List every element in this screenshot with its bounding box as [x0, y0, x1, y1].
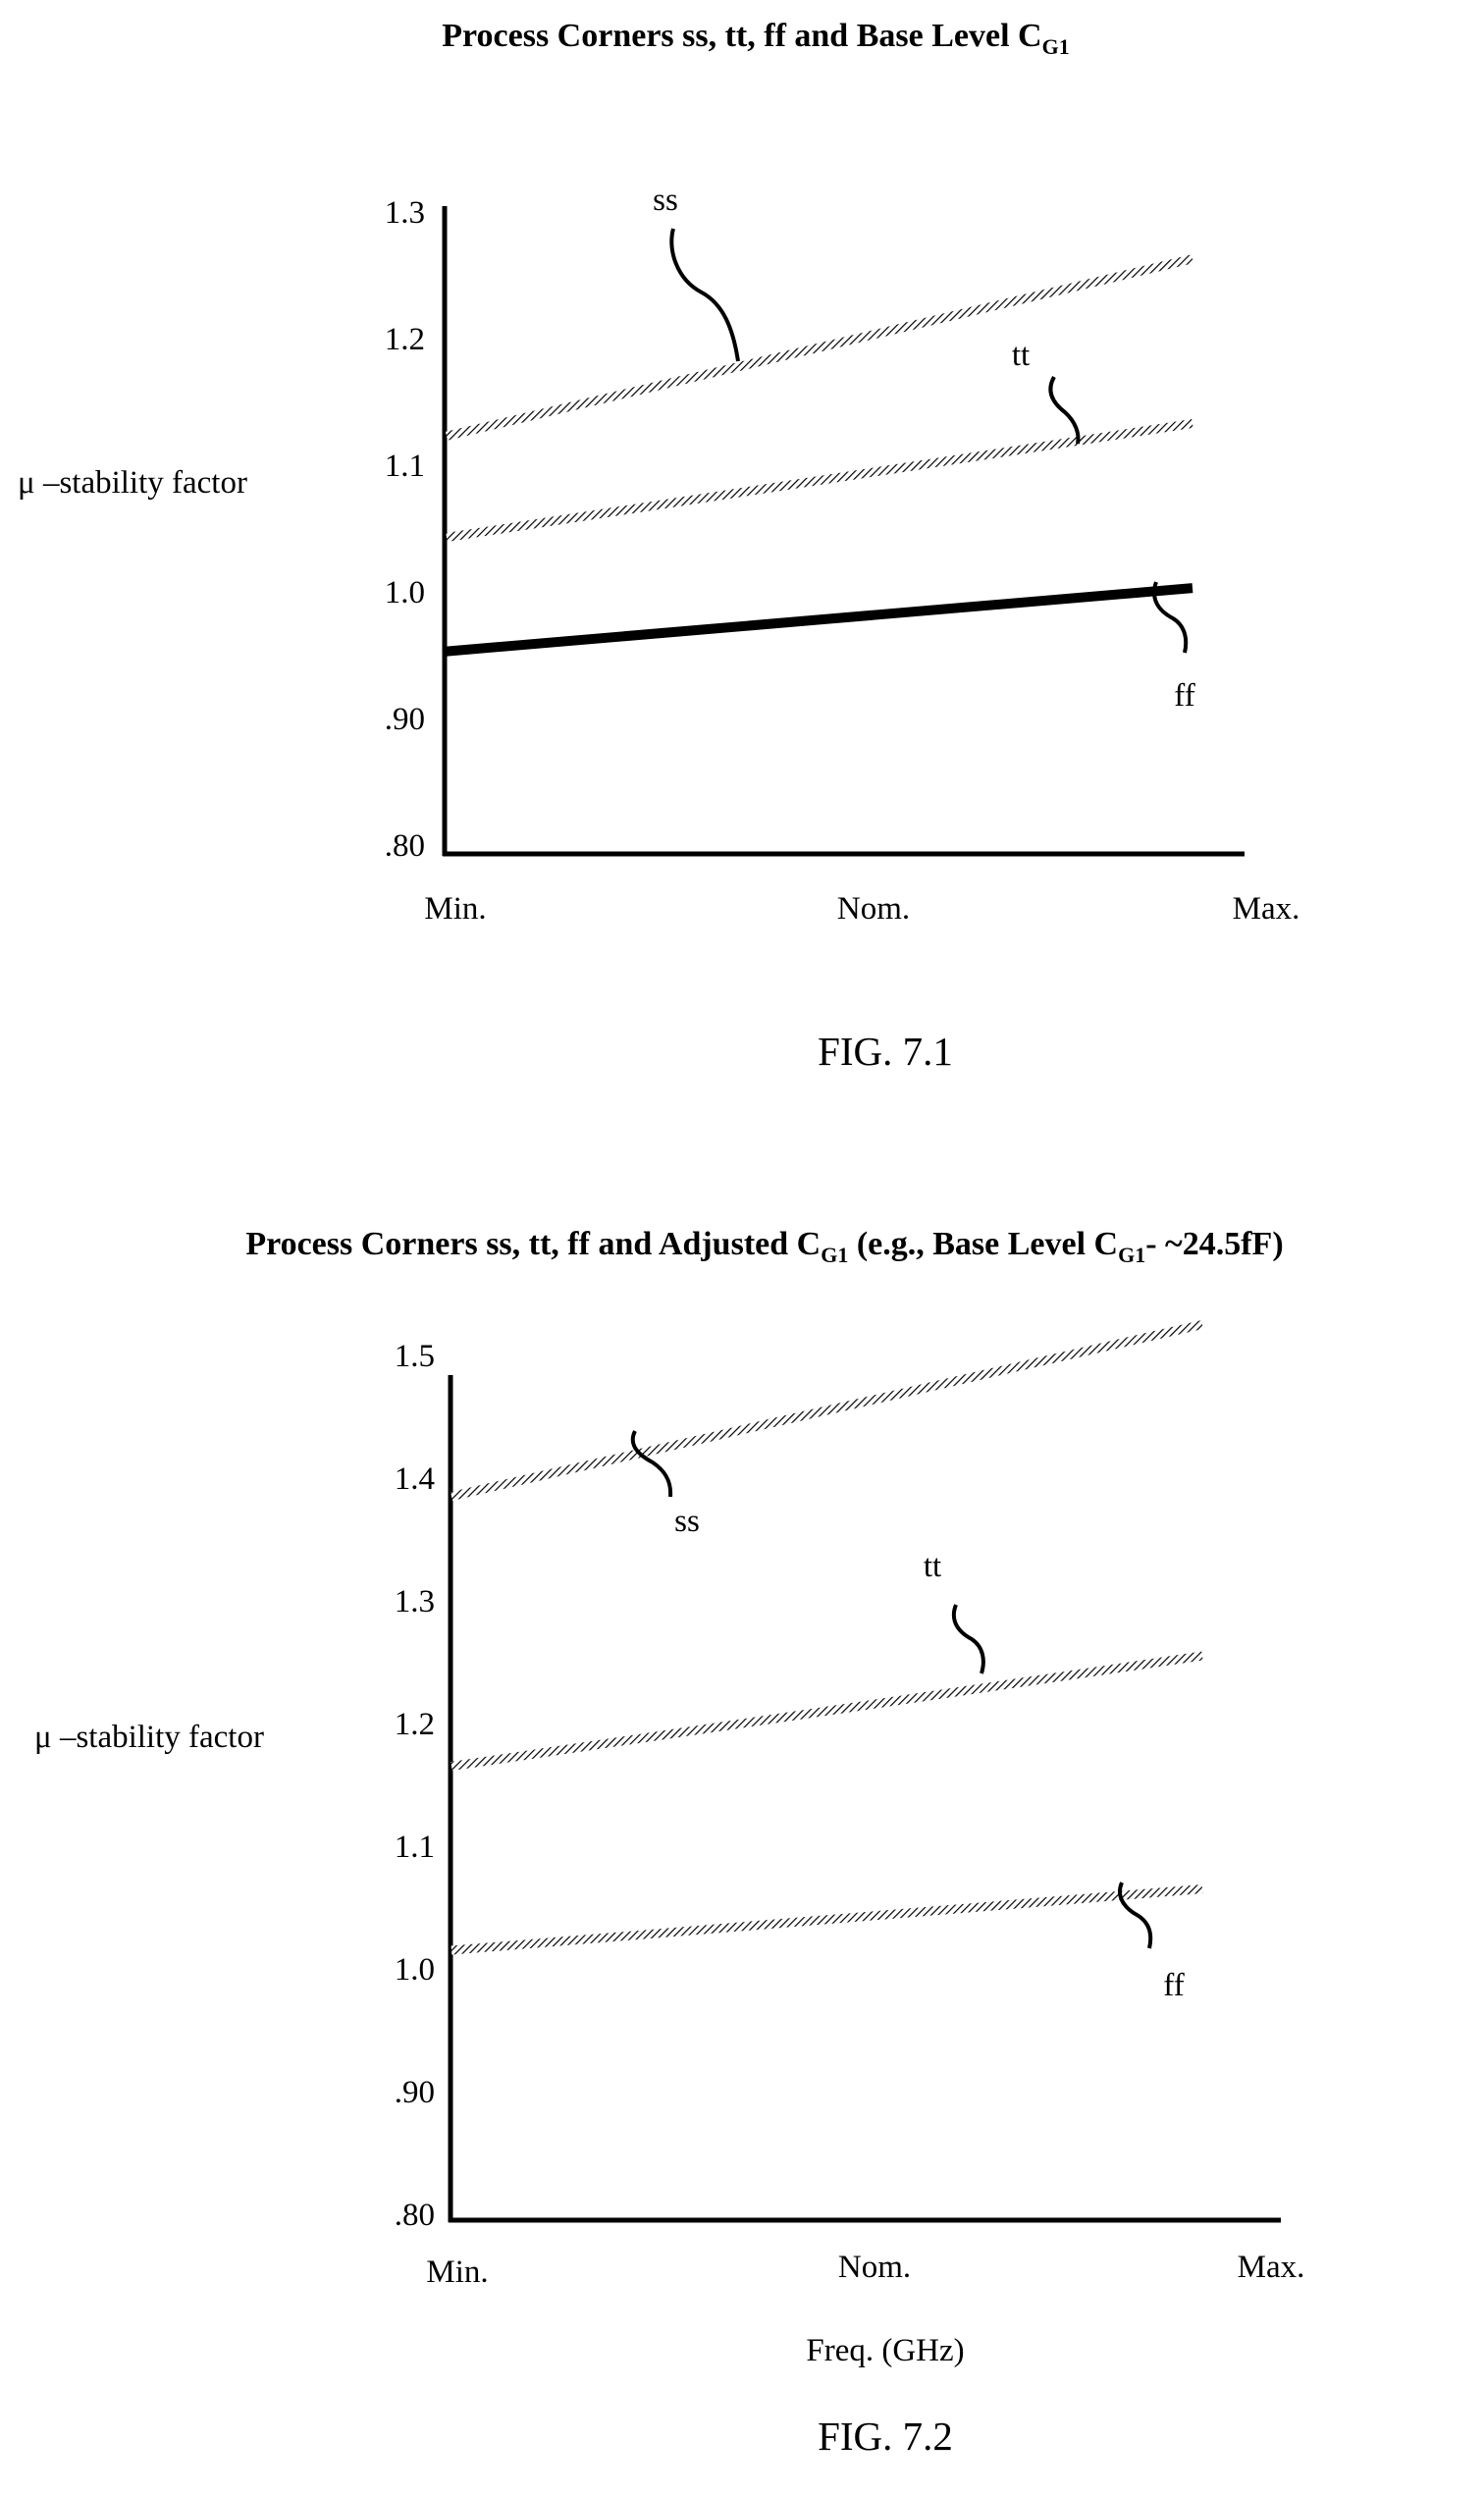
chart-7-1-x-tick: Min.	[424, 891, 486, 927]
series-line-ss	[450, 1320, 1204, 1501]
chart-7-2-leader-ss	[630, 1430, 673, 1498]
chart-7-1-y-tick: 1.0	[385, 575, 425, 610]
chart-7-1-label-ss: ss	[653, 183, 678, 218]
chart-7-2-leader-ff	[1118, 1882, 1153, 1949]
chart-7-1-x-tick: Nom.	[837, 891, 910, 927]
chart-7-2-label-ss: ss	[674, 1504, 700, 1539]
chart-7-2-x-tick: Nom.	[838, 2250, 911, 2285]
chart-7-2-title: Process Corners ss, tt, ff and Adjusted …	[245, 1226, 1283, 1267]
chart-7-2-y-tick: .80	[395, 2198, 435, 2233]
chart-7-1-figure-label: FIG. 7.1	[818, 1029, 953, 1074]
chart-7-1-label-tt: tt	[1012, 338, 1030, 373]
chart-7-2-x-tick: Max.	[1238, 2250, 1305, 2285]
chart-7-1: Process Corners ss, tt, ff and Base Leve…	[18, 18, 1299, 1074]
chart-7-2: Process Corners ss, tt, ff and Adjusted …	[34, 1226, 1304, 2459]
chart-7-2-label-tt: tt	[924, 1549, 941, 1584]
chart-7-1-y-tick: 1.3	[385, 195, 425, 231]
chart-7-2-y-tick: 1.2	[395, 1707, 435, 1742]
chart-7-2-leader-tt	[951, 1604, 985, 1674]
series-line-ss	[445, 254, 1194, 441]
series-line-ff	[446, 583, 1193, 657]
chart-7-1-x-tick: Max.	[1233, 891, 1300, 927]
chart-7-2-figure-label: FIG. 7.2	[818, 2414, 953, 2459]
chart-7-2-y-tick: 1.5	[395, 1339, 435, 1374]
chart-7-2-y-axis-label: μ –stability factor	[34, 1720, 264, 1755]
chart-7-1-y-axis-label: μ –stability factor	[18, 465, 247, 501]
chart-7-2-y-tick: .90	[395, 2075, 435, 2110]
chart-7-1-title: Process Corners ss, tt, ff and Base Leve…	[442, 18, 1069, 59]
chart-7-1-leader-tt	[1048, 376, 1081, 445]
chart-7-1-y-tick: .90	[385, 702, 425, 737]
chart-7-2-series-group	[450, 1320, 1204, 1955]
chart-7-2-y-tick: 1.1	[395, 1830, 435, 1865]
chart-7-1-y-tick: 1.2	[385, 322, 425, 357]
chart-7-1-leader-ff	[1152, 581, 1189, 654]
series-line-tt	[450, 1651, 1203, 1771]
chart-7-1-y-tick: 1.1	[385, 449, 425, 484]
chart-7-2-x-axis-label: Freq. (GHz)	[806, 2333, 964, 2368]
chart-7-2-y-tick: 1.4	[395, 1461, 435, 1497]
series-line-ff	[450, 1884, 1203, 1955]
chart-7-1-series-group	[445, 254, 1194, 657]
chart-7-2-x-tick: Min.	[426, 2255, 488, 2290]
chart-7-2-y-tick: 1.0	[395, 1952, 435, 1988]
chart-7-2-label-ff: ff	[1163, 1968, 1184, 2003]
series-line-tt	[446, 418, 1193, 542]
chart-7-1-label-ff: ff	[1174, 678, 1194, 714]
chart-7-1-y-tick: .80	[385, 828, 425, 864]
chart-7-2-y-tick: 1.3	[395, 1584, 435, 1619]
chart-7-1-leader-ss	[669, 228, 740, 362]
